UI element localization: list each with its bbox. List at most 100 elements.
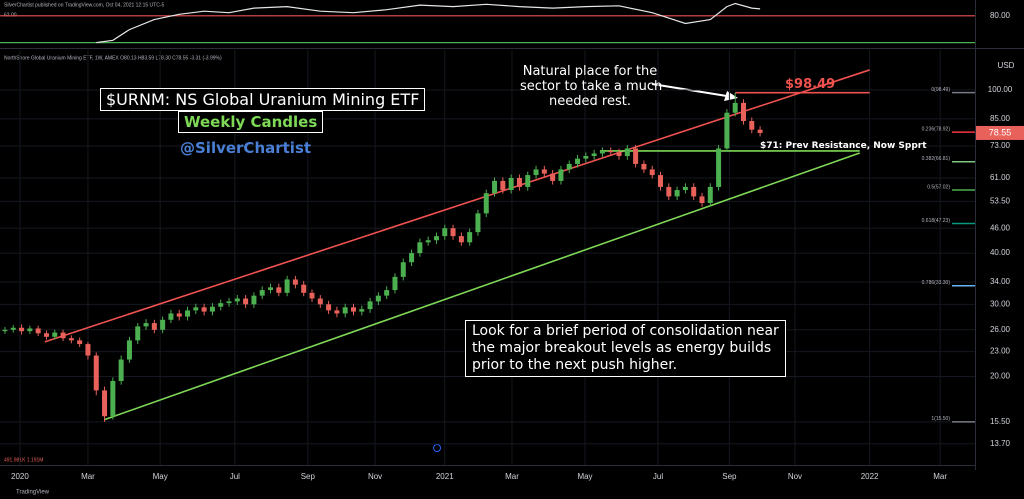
candle-body: [118, 359, 124, 382]
y-tick-label: 73.00: [990, 141, 1011, 150]
currency: USD: [998, 61, 1015, 70]
x-tick-label: Nov: [368, 472, 382, 481]
candle-body: [757, 129, 763, 133]
candle-body: [467, 232, 473, 243]
candle-body: [541, 169, 547, 174]
y-tick-label: 15.50: [990, 417, 1011, 426]
candle-body: [450, 228, 456, 237]
candle-body: [724, 112, 730, 149]
candle-body: [259, 290, 265, 296]
candle-body: [251, 295, 257, 305]
annotation-subtitle: Weekly Candles: [178, 111, 324, 133]
candle-body: [458, 236, 464, 243]
candle-body: [500, 180, 506, 191]
x-tick-label: Mar: [505, 472, 519, 481]
annotation-line: the major breakout levels as energy buil…: [472, 340, 772, 356]
candle-body: [608, 150, 614, 153]
y-tick-label: 61.00: [990, 173, 1011, 182]
candle-body: [168, 313, 174, 320]
candle-body: [326, 304, 332, 311]
y-tick-label: 30.00: [990, 299, 1011, 308]
x-tick-label: 2021: [436, 472, 454, 481]
candle-body: [716, 148, 722, 187]
candle-body: [334, 310, 340, 314]
fib-label: 0.618(47.23): [922, 218, 951, 224]
y-tick-label: 26.00: [990, 325, 1011, 334]
arrow-head: [724, 91, 738, 101]
candle-body: [633, 148, 639, 164]
candle-body: [276, 287, 282, 293]
annotation-line: sector to take a much: [520, 79, 663, 94]
candle-body: [691, 186, 697, 197]
event-icon: [433, 444, 441, 452]
header: SilverChartist published on TradingView.…: [4, 2, 164, 8]
candle-body: [699, 196, 705, 204]
x-tick-label: Sep: [722, 472, 737, 481]
candle-body: [218, 303, 224, 307]
candle-body: [350, 307, 356, 312]
candle-body: [591, 153, 597, 157]
candle-body: [566, 163, 572, 170]
y-tick-label: 13.70: [990, 439, 1011, 448]
last-price-tag: [976, 125, 1024, 140]
y-tick-label: 53.50: [990, 196, 1011, 205]
candle-body: [433, 236, 439, 241]
candle-body: [268, 287, 274, 291]
candle-body: [292, 279, 298, 285]
candle-body: [160, 319, 166, 330]
candle-body: [508, 177, 514, 191]
last-price-label: 78.55: [989, 127, 1012, 137]
candle-body: [110, 381, 116, 417]
candle-body: [35, 328, 41, 334]
annotation-peak: $98.49: [785, 77, 836, 92]
x-tick-label: May: [153, 472, 168, 481]
annotation-note: Natural place for the sector to take a m…: [520, 64, 663, 109]
rsi-line: [96, 2, 761, 44]
candle-body: [425, 240, 431, 243]
arrow: [651, 83, 734, 98]
candle-body: [384, 290, 390, 296]
fib-label: 0.5(57.02): [927, 184, 950, 190]
candle-body: [558, 169, 564, 181]
candle-body: [392, 276, 398, 291]
x-tick-label: Nov: [788, 472, 802, 481]
annotation-author: @SilverChartist: [180, 139, 312, 157]
fib-label: 0.236(78.92): [922, 126, 951, 132]
x-tick-label: Jul: [230, 472, 240, 481]
candle-body: [409, 253, 415, 263]
candle-body: [550, 173, 556, 181]
trendline: [44, 69, 870, 343]
candle-body: [749, 121, 755, 130]
candle-body: [10, 327, 16, 330]
candle-body: [682, 186, 688, 191]
fib-label: 0.786(33.30): [922, 280, 951, 286]
candle-body: [193, 307, 199, 311]
candle-body: [27, 328, 33, 332]
candle-body: [19, 327, 25, 332]
x-tick-label: Mar: [81, 472, 95, 481]
candle-body: [151, 323, 157, 330]
symbol-legend: NorthShore Global Uranium Mining ETF, 1W…: [4, 55, 222, 61]
candle-body: [367, 301, 373, 310]
rsi-tick-label: 80.00: [990, 11, 1011, 20]
x-tick-label: Jul: [653, 472, 663, 481]
annotation-line: Natural place for the: [522, 64, 658, 79]
candle-body: [102, 390, 108, 417]
candle-body: [60, 332, 66, 339]
candle-body: [740, 102, 746, 122]
x-tick-label: Mar: [933, 472, 947, 481]
y-tick-label: 20.00: [990, 372, 1011, 381]
x-tick-label: 2020: [11, 472, 29, 481]
fib-label: 0(98.49): [931, 87, 950, 93]
candle-body: [599, 150, 605, 154]
candle-body: [583, 156, 589, 159]
candle-body: [284, 279, 290, 293]
candle-body: [342, 307, 348, 314]
candle-body: [43, 333, 49, 337]
y-tick-label: 100.00: [988, 85, 1013, 94]
candle-body: [317, 298, 323, 305]
y-tick-label: 40.00: [990, 248, 1011, 257]
candle-body: [2, 329, 8, 332]
candle-body: [77, 340, 83, 345]
candle-body: [234, 298, 240, 302]
